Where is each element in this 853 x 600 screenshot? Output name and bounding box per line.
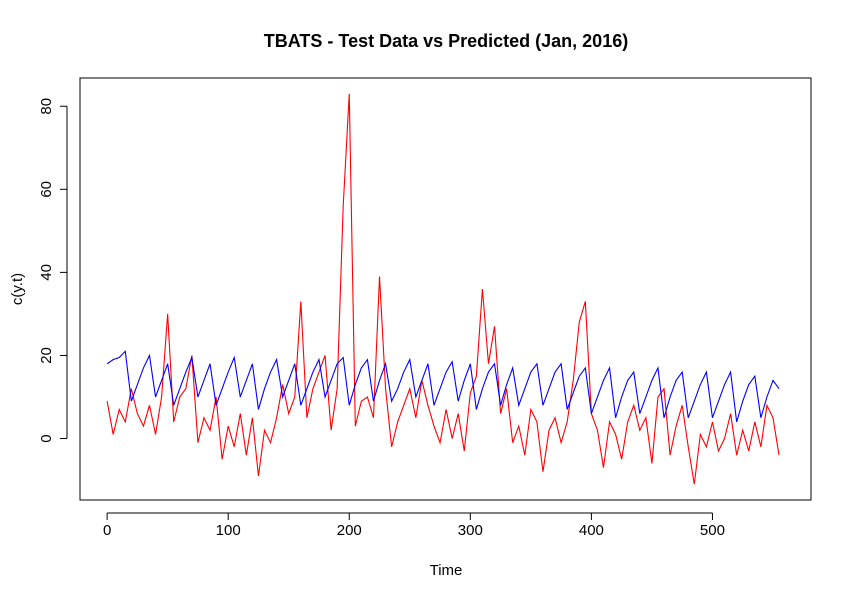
x-tick-label: 200 bbox=[337, 522, 362, 539]
x-tick-label: 500 bbox=[700, 522, 725, 539]
x-tick-label: 300 bbox=[458, 522, 483, 539]
chart-title: TBATS - Test Data vs Predicted (Jan, 201… bbox=[264, 31, 628, 51]
y-tick-label: 80 bbox=[38, 98, 55, 115]
y-tick-label: 20 bbox=[38, 347, 55, 364]
plot-box bbox=[79, 77, 812, 501]
y-tick-label: 40 bbox=[38, 264, 55, 281]
y-tick-label: 0 bbox=[38, 434, 55, 442]
x-tick-label: 100 bbox=[216, 522, 241, 539]
data-line bbox=[106, 93, 780, 485]
x-tick-label: 0 bbox=[103, 522, 111, 539]
x-tick-label: 400 bbox=[579, 522, 604, 539]
y-tick-label: 60 bbox=[38, 181, 55, 198]
data-line bbox=[106, 350, 780, 423]
x-axis-label: Time bbox=[430, 562, 463, 579]
y-axis-label: c(y.t) bbox=[9, 273, 26, 305]
